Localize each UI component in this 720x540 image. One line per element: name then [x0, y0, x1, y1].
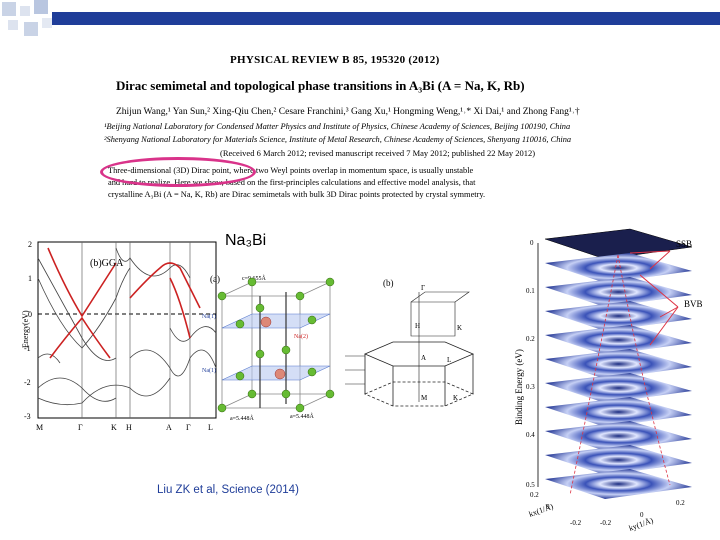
- dispersion-cone: [569, 254, 671, 496]
- band-ytick-m3: -3: [24, 412, 31, 421]
- arpes-ytick-04: 0.4: [526, 431, 535, 439]
- journal-line: PHYSICAL REVIEW B 85, 195320 (2012): [230, 54, 440, 66]
- band-xtick-k: K: [111, 423, 117, 432]
- crystal-a-param-1: a=5.448Å: [230, 414, 255, 422]
- red-bands: [47, 247, 201, 359]
- arpes-ytick-01: 0.1: [526, 287, 535, 295]
- atom-label-na1-top: Na(1): [202, 313, 216, 320]
- arpes-ky-tick-1: -0.2: [600, 519, 612, 527]
- arpes-ky-tick-2: 0: [640, 511, 644, 519]
- arpes-slices: [544, 228, 693, 499]
- arpes-kx-tick-3: -0.2: [570, 519, 582, 527]
- abstract-line-3: crystalline A₃Bi (A = Na, K, Rb) are Dir…: [108, 190, 486, 199]
- bz-point-gamma: Γ: [421, 284, 425, 292]
- arpes-kx-label: kx(1/Å): [528, 502, 555, 519]
- bz-point-k-top: K: [457, 324, 462, 332]
- paper-authors: Zhijun Wang,¹ Yan Sun,² Xing-Qiu Chen,² …: [116, 107, 580, 117]
- band-xtick-a: A: [166, 423, 172, 432]
- band-xtick-gamma2: Γ: [186, 423, 191, 432]
- na-atoms: [217, 277, 335, 413]
- atom-label-na2: Na(2): [294, 333, 308, 340]
- arpes-ytick-02: 0.2: [526, 335, 535, 343]
- band-ytick-2: 2: [28, 240, 32, 249]
- arpes-kx-tick-2: 0: [546, 503, 550, 511]
- crystal-c-param: c=9.655Å: [242, 274, 267, 282]
- band-structure-plot: (b)GGA Energy(eV) 2 1 0 -1 -2 -3 M Γ K H…: [21, 240, 217, 432]
- upper-plane: [221, 313, 331, 329]
- highlight-ellipse: [100, 157, 256, 187]
- affiliation-1: ¹Beijing National Laboratory for Condens…: [104, 122, 571, 131]
- bz-point-l: L: [447, 356, 451, 364]
- bz-point-m: M: [421, 394, 428, 402]
- abstract-line-1: Three-dimensional (3D) Dirac point, wher…: [108, 166, 474, 175]
- arpes-ytick-03: 0.3: [526, 383, 535, 391]
- band-ylabel: Energy(eV): [21, 310, 30, 348]
- crystal-structure: (a) c=9.655Å Na(1) Na(2) Na(1) a=5.448Å …: [202, 274, 335, 422]
- crystal-label: (a): [210, 274, 220, 284]
- arpes-kx-tick-1: 0.2: [530, 491, 539, 499]
- ssb-label: SSB: [676, 239, 692, 249]
- band-plot-frame: [37, 241, 217, 419]
- annotation-arrows: [629, 250, 679, 346]
- crystal-a-param-2: a=5.448Å: [290, 412, 315, 420]
- bz-point-a: A: [421, 354, 426, 362]
- arpes-stack: SSB BVB Binding Energy (eV) 0 0.1 0.2 0.…: [514, 228, 703, 533]
- band-xtick-h: H: [126, 423, 132, 432]
- unit-cell-frame: [221, 281, 331, 409]
- abstract-line-2: and hard to realize. Here we show, based…: [108, 178, 476, 187]
- brillouin-zone: (b) Γ H K A L M K: [345, 278, 475, 407]
- material-label: Na₃Bi: [225, 232, 267, 249]
- band-plot-label: (b)GGA: [90, 258, 124, 269]
- paper-title: Dirac semimetal and topological phase tr…: [116, 78, 525, 93]
- band-xtick-l: L: [208, 423, 213, 432]
- bvb-label: BVB: [684, 299, 703, 309]
- bz-point-k-bottom: K: [453, 394, 458, 402]
- bz-label: (b): [383, 278, 394, 288]
- arpes-ytick-0: 0: [530, 239, 534, 247]
- bz-point-h: H: [415, 322, 420, 330]
- band-xtick-gamma: Γ: [78, 423, 83, 432]
- arpes-ylabel: Binding Energy (eV): [514, 349, 524, 425]
- hexagonal-prism: [363, 341, 475, 407]
- paper-abstract: PHYSICAL REVIEW B 85, 195320 (2012) Dira…: [100, 50, 600, 202]
- top-bar: [52, 12, 720, 25]
- bi-atoms: [260, 316, 286, 380]
- band-ytick-m2: -2: [24, 378, 31, 387]
- atom-label-na1-bottom: Na(1): [202, 367, 216, 374]
- received-line: (Received 6 March 2012; revised manuscri…: [220, 148, 536, 158]
- decorative-squares: [0, 0, 60, 40]
- band-ytick-m1: -1: [24, 344, 31, 353]
- bz-side-axes: [345, 355, 365, 385]
- reciprocal-cell: [410, 291, 470, 337]
- band-ytick-0: 0: [28, 310, 32, 319]
- band-xtick-m: M: [36, 423, 43, 432]
- gray-bands: [37, 247, 217, 406]
- k-point-lines: [81, 242, 191, 418]
- arpes-ytick-05: 0.5: [526, 481, 535, 489]
- band-ytick-1: 1: [28, 274, 32, 283]
- citation: Liu ZK et al, Science (2014): [157, 484, 299, 496]
- affiliation-2: ²Shenyang National Laboratory for Materi…: [104, 135, 572, 144]
- arpes-ky-tick-3: 0.2: [676, 499, 685, 507]
